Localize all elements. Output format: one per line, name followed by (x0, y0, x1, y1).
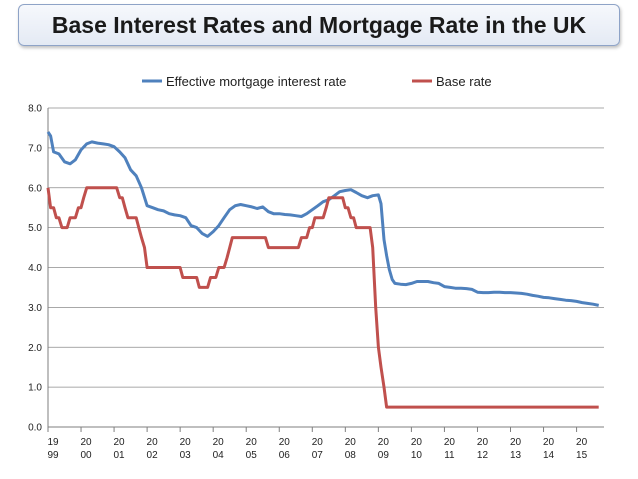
x-tick-label-top: 20 (147, 437, 159, 448)
x-tick-label-top: 20 (411, 437, 423, 448)
x-tick-label-bottom: 11 (444, 450, 455, 461)
y-tick-label: 3.0 (28, 303, 42, 314)
x-tick-label-top: 20 (378, 437, 390, 448)
x-tick-label-bottom: 14 (543, 450, 555, 461)
series-lines (46, 131, 600, 409)
x-tick-label-top: 20 (510, 437, 522, 448)
y-tick-label: 7.0 (28, 143, 42, 154)
y-tick-label: 2.0 (28, 343, 42, 354)
x-tick-label-top: 19 (47, 437, 59, 448)
base-rate-line (46, 186, 599, 409)
x-tick-label-top: 20 (279, 437, 291, 448)
y-tick-label: 6.0 (28, 183, 42, 194)
chart-title: Base Interest Rates and Mortgage Rate in… (51, 11, 587, 38)
x-tick-label-bottom: 10 (411, 450, 423, 461)
x-tick-label-bottom: 15 (576, 450, 588, 461)
chart-title-box: Base Interest Rates and Mortgage Rate in… (18, 4, 620, 46)
x-tick-label-bottom: 05 (246, 450, 258, 461)
x-tick-label-top: 20 (345, 437, 357, 448)
y-tick-label: 1.0 (28, 383, 42, 394)
x-tick-label-bottom: 09 (378, 450, 390, 461)
x-tick-label-top: 20 (543, 437, 555, 448)
x-tick-label-top: 20 (477, 437, 489, 448)
x-tick-label-bottom: 01 (114, 450, 126, 461)
x-tick-label-bottom: 04 (213, 450, 225, 461)
x-tick-label-bottom: 00 (80, 450, 92, 461)
x-tick-label-bottom: 03 (180, 450, 192, 461)
x-tick-label-bottom: 06 (279, 450, 291, 461)
y-tick-label: 0.0 (28, 423, 42, 434)
legend-label: Base rate (436, 74, 492, 89)
legend-label: Effective mortgage interest rate (166, 74, 346, 89)
gridlines (48, 107, 604, 388)
y-tick-label: 4.0 (28, 263, 42, 274)
y-axis-ticks: 0.0 1.0 2.0 3.0 4.0 5.0 6.0 7.0 8.0 (28, 104, 42, 434)
x-tick-label-bottom: 12 (477, 450, 489, 461)
y-tick-label: 5.0 (28, 223, 42, 234)
x-tick-label-top: 20 (246, 437, 258, 448)
x-tick-label-bottom: 02 (147, 450, 159, 461)
x-axis: 19 99 20 00 20 01 20 02 20 03 20 04 20 05 20 06 20 07 20 08… (47, 108, 604, 461)
x-tick-label-bottom: 99 (47, 450, 59, 461)
x-tick-label-top: 20 (114, 437, 126, 448)
legend: Effective mortgage interest rate Base rat… (142, 74, 492, 89)
x-tick-label-bottom: 13 (510, 450, 522, 461)
x-tick-label-top: 20 (312, 437, 324, 448)
x-tick-label-bottom: 08 (345, 450, 357, 461)
x-tick-label-top: 20 (444, 437, 456, 448)
x-tick-label-top: 20 (180, 437, 192, 448)
x-tick-label-bottom: 07 (312, 450, 324, 461)
x-tick-label-top: 20 (576, 437, 588, 448)
y-tick-label: 8.0 (28, 104, 42, 115)
x-tick-label-top: 20 (80, 437, 92, 448)
x-tick-label-top: 20 (213, 437, 225, 448)
